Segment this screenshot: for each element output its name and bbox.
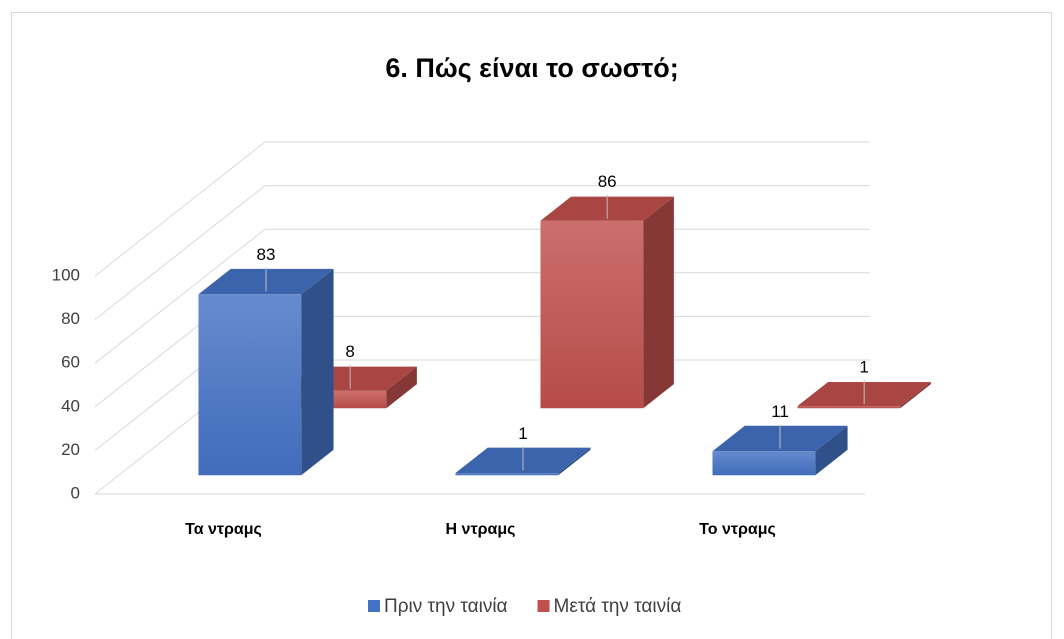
data-label: 8 xyxy=(345,342,354,361)
data-label: 11 xyxy=(771,402,789,421)
y-tick-label: 40 xyxy=(61,396,80,415)
chart-title: 6. Πώς είναι το σωστό; xyxy=(385,53,678,83)
x-tick-label: Τα ντραμς xyxy=(185,521,262,538)
bar-front xyxy=(797,406,901,409)
chart-border xyxy=(11,12,1052,639)
bar-front xyxy=(455,473,559,476)
bar-front xyxy=(540,220,644,409)
bar-front xyxy=(198,294,302,476)
data-label: 83 xyxy=(257,245,276,264)
data-label: 86 xyxy=(598,172,617,191)
bar-side xyxy=(558,447,591,476)
x-tick-label: Το ντραμς xyxy=(699,521,776,538)
y-tick-label: 100 xyxy=(52,265,80,284)
y-tick-label: 20 xyxy=(61,440,80,459)
grid-line xyxy=(94,141,870,277)
x-tick-label: Η ντραμς xyxy=(446,521,516,538)
bar-side xyxy=(815,425,848,476)
bar-front xyxy=(712,451,816,476)
y-tick-label: 0 xyxy=(71,483,80,502)
grid-line xyxy=(94,185,870,320)
y-tick-label: 80 xyxy=(61,309,80,328)
y-tick-label: 60 xyxy=(61,353,80,372)
legend-label: Πριν την ταινία xyxy=(384,596,508,617)
data-label: 1 xyxy=(518,424,527,443)
legend-swatch xyxy=(537,600,550,612)
data-label: 1 xyxy=(859,357,868,376)
legend-swatch xyxy=(368,600,380,612)
bar-side xyxy=(301,268,334,476)
bar-side xyxy=(900,381,931,409)
legend-label: Μετά την ταινία xyxy=(554,596,682,617)
bar-side xyxy=(643,196,674,409)
bar-side xyxy=(386,366,417,409)
